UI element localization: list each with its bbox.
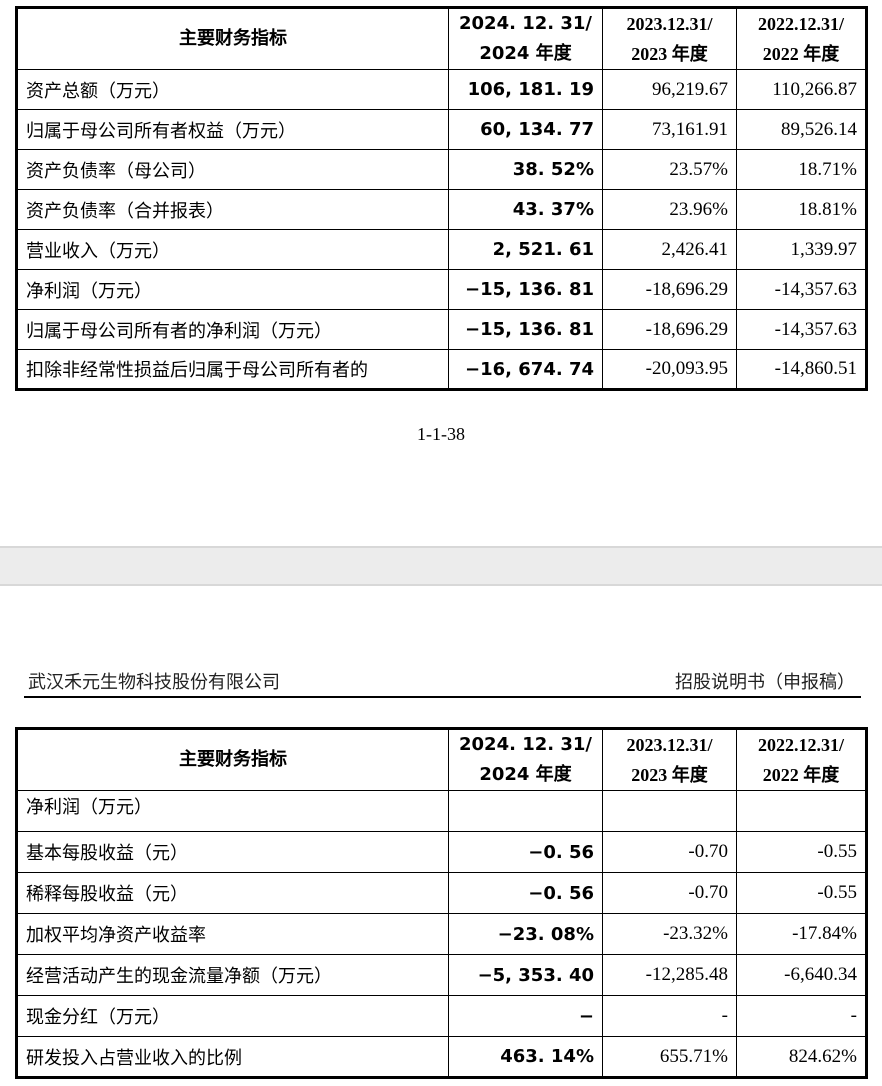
table-row: 净利润（万元） −15, 136. 81 -18,696.29 -14,357.63 xyxy=(16,269,867,310)
cell-value: 2,426.41 xyxy=(602,229,737,270)
cell-value: − xyxy=(448,995,603,1037)
cell-value: - xyxy=(602,995,737,1037)
cell-value: 60, 134. 77 xyxy=(448,109,603,150)
cell-value: −15, 136. 81 xyxy=(448,269,603,310)
cell-value: - xyxy=(736,995,867,1037)
table-row: 现金分红（万元） − - - xyxy=(16,995,867,1037)
cell-value: -18,696.29 xyxy=(602,309,737,350)
table-row: 归属于母公司所有者的净利润（万元） −15, 136. 81 -18,696.29-… xyxy=(16,309,867,350)
cell-value: -14,860.51 xyxy=(736,349,867,390)
cell-value: -14,357.63 xyxy=(736,309,867,350)
row-label: 归属于母公司所有者权益（万元） xyxy=(16,109,449,150)
cell-value: −23. 08% xyxy=(448,913,603,955)
table-row: 加权平均净资产收益率 −23. 08% -23.32% -17.84% xyxy=(16,913,867,955)
cell-value: -0.55 xyxy=(736,831,867,873)
cell-value: -0.70 xyxy=(602,872,737,914)
column-header: 2022.12.31/ 2022 年度 xyxy=(736,728,867,791)
cell-value: -12,285.48 xyxy=(602,954,737,996)
cell-value: −16, 674. 74 xyxy=(448,349,603,390)
cell-value: −5, 353. 40 xyxy=(448,954,603,996)
row-label: 净利润（万元） xyxy=(16,269,449,310)
column-header: 主要财务指标 xyxy=(16,7,449,70)
cell-value: -20,093.95 xyxy=(602,349,737,390)
row-label: 加权平均净资产收益率 xyxy=(16,913,449,955)
cell-value: 23.96% xyxy=(602,189,737,230)
row-label: 资产负债率（母公司） xyxy=(16,149,449,190)
table-row: 归属于母公司所有者权益（万元） 60, 134. 77 73,161.91 89,52… xyxy=(16,109,867,150)
row-label: 营业收入（万元） xyxy=(16,229,449,270)
cell-value: -0.70 xyxy=(602,831,737,873)
row-label: 经营活动产生的现金流量净额（万元） xyxy=(16,954,449,996)
row-label: 归属于母公司所有者的净利润（万元） xyxy=(16,309,449,350)
table-row: 净利润（万元） xyxy=(16,790,867,832)
cell-value: 824.62% xyxy=(736,1036,867,1078)
column-header: 主要财务指标 xyxy=(16,728,449,791)
column-header: 2023.12.31/ 2023 年度 xyxy=(602,728,737,791)
page-number: 1-1-38 xyxy=(417,424,465,444)
table-row: 经营活动产生的现金流量净额（万元） −5, 353. 40 -12,285.48 -6… xyxy=(16,954,867,996)
cell-value: 655.71% xyxy=(602,1036,737,1078)
column-header: 2022.12.31/ 2022 年度 xyxy=(736,7,867,70)
page-separator xyxy=(0,546,882,586)
cell-value: 18.81% xyxy=(736,189,867,230)
financial-table-2: 主要财务指标 2024. 12. 31/ 2024 年度 2023.12.31/ 2… xyxy=(15,727,868,1079)
cell-value: 110,266.87 xyxy=(736,69,867,110)
row-label: 净利润（万元） xyxy=(16,790,449,832)
cell-value: 73,161.91 xyxy=(602,109,737,150)
cell-value: −0. 56 xyxy=(448,831,603,873)
table-row: 资产总额（万元） 106, 181. 19 96,219.67 110,266.87 xyxy=(16,69,867,110)
company-name: 武汉禾元生物科技股份有限公司 xyxy=(28,672,280,693)
column-header: 2024. 12. 31/ 2024 年度 xyxy=(448,728,603,791)
cell-value: -6,640.34 xyxy=(736,954,867,996)
cell-value: -14,357.63 xyxy=(736,269,867,310)
column-header: 2023.12.31/ 2023 年度 xyxy=(602,7,737,70)
document-title: 招股说明书（申报稿） xyxy=(675,672,855,693)
cell-value: 18.71% xyxy=(736,149,867,190)
cell-value xyxy=(448,790,603,832)
table-row: 扣除非经常性损益后归属于母公司所有者的 −16, 674. 74 -20,093.9… xyxy=(16,349,867,390)
cell-value xyxy=(602,790,737,832)
financial-table-1: 主要财务指标 2024. 12. 31/ 2024 年度 2023.12.31/ 2… xyxy=(15,6,868,391)
page-header: 武汉禾元生物科技股份有限公司 招股说明书（申报稿） xyxy=(24,668,861,698)
row-label: 扣除非经常性损益后归属于母公司所有者的 xyxy=(16,349,449,390)
cell-value: −15, 136. 81 xyxy=(448,309,603,350)
row-label: 资产总额（万元） xyxy=(16,69,449,110)
cell-value: 38. 52% xyxy=(448,149,603,190)
cell-value: 96,219.67 xyxy=(602,69,737,110)
cell-value: 89,526.14 xyxy=(736,109,867,150)
cell-value: 43. 37% xyxy=(448,189,603,230)
table-row: 资产负债率（合并报表） 43. 37% 23.96% 18.81% xyxy=(16,189,867,230)
cell-value: -23.32% xyxy=(602,913,737,955)
row-label: 研发投入占营业收入的比例 xyxy=(16,1036,449,1078)
cell-value: -17.84% xyxy=(736,913,867,955)
row-label: 稀释每股收益（元） xyxy=(16,872,449,914)
cell-value: 1,339.97 xyxy=(736,229,867,270)
row-label: 资产负债率（合并报表） xyxy=(16,189,449,230)
table-row: 稀释每股收益（元） −0. 56 -0.70 -0.55 xyxy=(16,872,867,914)
table-header-row: 主要财务指标 2024. 12. 31/ 2024 年度 2023.12.31/ 2… xyxy=(16,728,867,791)
table-row: 资产负债率（母公司） 38. 52% 23.57% 18.71% xyxy=(16,149,867,190)
table-row: 基本每股收益（元） −0. 56 -0.70 -0.55 xyxy=(16,831,867,873)
cell-value: 2, 521. 61 xyxy=(448,229,603,270)
cell-value: -0.55 xyxy=(736,872,867,914)
cell-value xyxy=(736,790,867,832)
row-label: 现金分红（万元） xyxy=(16,995,449,1037)
cell-value: −0. 56 xyxy=(448,872,603,914)
table-row: 研发投入占营业收入的比例 463. 14% 655.71% 824.62% xyxy=(16,1036,867,1078)
row-label: 基本每股收益（元） xyxy=(16,831,449,873)
cell-value: 106, 181. 19 xyxy=(448,69,603,110)
table-header-row: 主要财务指标 2024. 12. 31/ 2024 年度 2023.12.31/ 2… xyxy=(16,7,867,70)
cell-value: 23.57% xyxy=(602,149,737,190)
cell-value: 463. 14% xyxy=(448,1036,603,1078)
column-header: 2024. 12. 31/ 2024 年度 xyxy=(448,7,603,70)
cell-value: -18,696.29 xyxy=(602,269,737,310)
table-row: 营业收入（万元） 2, 521. 61 2,426.41 1,339.97 xyxy=(16,229,867,270)
